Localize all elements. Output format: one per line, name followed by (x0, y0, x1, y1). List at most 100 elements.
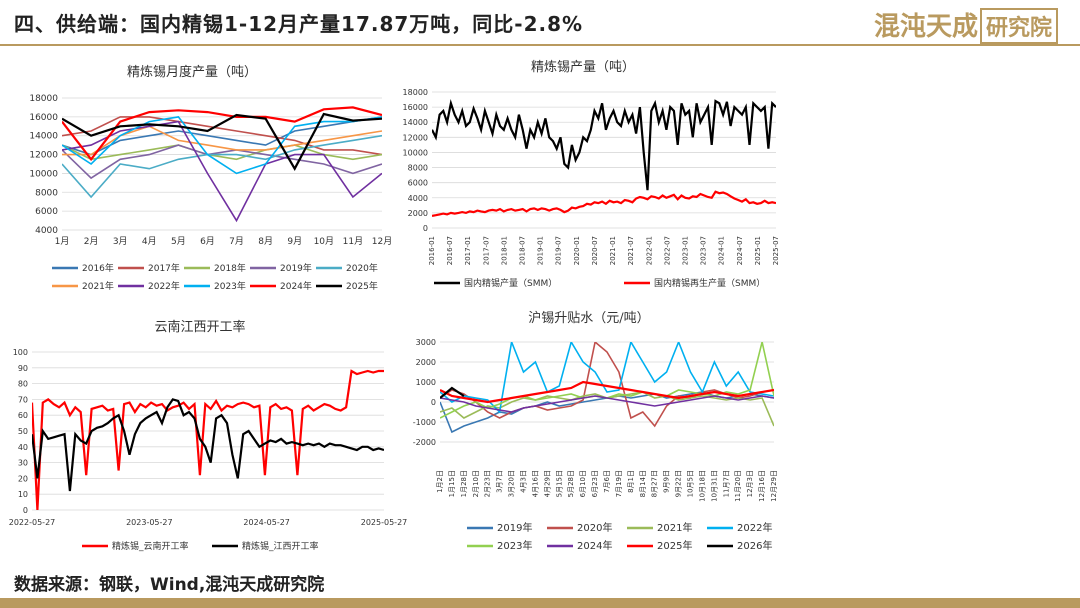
legend-label: 2023年 (497, 539, 532, 552)
logo-main: 混沌天成 (873, 12, 978, 42)
logo-box: 研究院 (979, 8, 1058, 44)
series-line-1-0 (432, 99, 776, 191)
series-line-0-9 (62, 112, 382, 171)
x-tick-label: 11月7日 (722, 470, 730, 497)
y-tick-label: 70 (18, 395, 28, 404)
y-tick-label: 3000 (416, 338, 436, 347)
x-tick-label: 8月1日 (627, 470, 635, 493)
x-tick-label: 1月2日 (436, 470, 444, 493)
legend-label: 2024年 (280, 280, 312, 292)
x-tick-label: 11月 (343, 236, 363, 247)
x-tick-label: 2024-07 (736, 236, 744, 265)
series-line-3-5 (440, 395, 774, 413)
y-tick-label: 10000 (403, 148, 428, 157)
x-tick-label: 9月22日 (675, 470, 683, 497)
x-tick-label: 3月 (113, 236, 128, 247)
y-tick-label: 8000 (408, 164, 428, 173)
y-tick-label: 4000 (408, 194, 428, 203)
x-tick-label: 2019-07 (555, 236, 563, 265)
chart-title-1: 精炼锡产量（吨） (531, 60, 635, 75)
legend-label: 2025年 (346, 280, 378, 292)
series-line-2-0 (32, 369, 384, 510)
x-tick-label: 2025-07 (772, 236, 780, 265)
y-tick-label: 90 (18, 364, 28, 373)
x-tick-label: 10月5日 (687, 470, 695, 497)
chart-title-3: 沪锡升贴水（元/吨） (528, 310, 649, 326)
x-tick-label: 2023-05-27 (126, 518, 173, 527)
legend-label: 2024年 (577, 539, 612, 552)
x-tick-label: 9月9日 (663, 470, 671, 493)
x-tick-label: 11月20日 (734, 470, 742, 502)
x-tick-label: 10月18日 (698, 470, 706, 502)
x-tick-label: 2018-01 (500, 236, 508, 265)
footer-rule (0, 598, 1080, 608)
y-tick-label: 0 (431, 398, 436, 407)
legend-label: 2018年 (214, 262, 246, 274)
x-tick-label: 5月15日 (555, 470, 563, 497)
x-tick-label: 4月 (142, 236, 157, 247)
y-tick-label: 1000 (416, 378, 436, 387)
series-line-0-7 (62, 116, 382, 175)
x-tick-label: 6月23日 (591, 470, 599, 497)
series-line-1-1 (432, 190, 776, 217)
y-tick-label: 0 (23, 506, 28, 515)
legend-label: 国内精锡产量（SMM） (464, 277, 557, 289)
x-tick-label: 10月31日 (710, 470, 718, 502)
legend-label: 精炼锡_云南开工率 (112, 540, 189, 552)
chart-title-2: 云南江西开工率 (154, 319, 245, 335)
x-tick-label: 1月 (55, 236, 70, 247)
x-tick-label: 2020-01 (573, 236, 581, 265)
x-tick-label: 8月 (258, 236, 273, 247)
header-rule (0, 44, 1080, 46)
y-tick-label: 6000 (35, 207, 58, 217)
x-tick-label: 8月14日 (639, 470, 647, 497)
series-line-0-2 (62, 144, 382, 161)
y-tick-label: 16000 (29, 113, 58, 123)
y-tick-label: 18000 (29, 94, 58, 104)
series-line-0-4 (62, 134, 382, 199)
series-line-0-1 (62, 116, 382, 156)
legend-label: 国内精锡再生产量（SMM） (654, 277, 765, 289)
y-tick-label: 30 (18, 459, 28, 468)
x-tick-label: 5月 (171, 236, 186, 247)
x-tick-label: 2021-07 (627, 236, 635, 265)
y-tick-label: -2000 (413, 438, 436, 447)
x-tick-label: 10月 (314, 236, 334, 247)
x-tick-label: 2024-05-27 (243, 518, 290, 527)
x-tick-label: 2月 (84, 236, 99, 247)
series-line-0-6 (62, 120, 382, 223)
legend-label: 2019年 (497, 521, 532, 534)
y-tick-label: 50 (18, 427, 28, 436)
y-tick-label: 10 (18, 490, 28, 499)
x-tick-label: 2月10日 (472, 470, 480, 497)
x-tick-label: 2023-07 (700, 236, 708, 265)
x-tick-label: 2016-01 (428, 236, 436, 265)
x-tick-label: 7月 (229, 236, 244, 247)
y-tick-label: 0 (423, 224, 428, 233)
legend-label: 2017年 (148, 262, 180, 274)
legend-label: 2026年 (737, 539, 772, 552)
brand-logo: 混沌天成 研究院 (874, 6, 1058, 44)
y-tick-label: 40 (18, 443, 28, 452)
x-tick-label: 2022-05-27 (9, 518, 56, 527)
y-tick-label: -1000 (413, 418, 436, 427)
legend-label: 2020年 (577, 521, 612, 534)
x-tick-label: 2017-07 (482, 236, 490, 265)
y-tick-label: 2000 (416, 358, 436, 367)
series-line-3-7 (440, 386, 465, 399)
x-tick-label: 2025-01 (754, 236, 762, 265)
y-tick-label: 2000 (408, 209, 428, 218)
x-tick-label: 5月28日 (567, 470, 575, 497)
y-tick-label: 4000 (35, 226, 58, 236)
legend-label: 2016年 (82, 262, 114, 274)
legend-label: 2022年 (737, 521, 772, 534)
chart-title-0: 精炼锡月度产量（吨） (127, 64, 257, 80)
series-line-3-3 (440, 342, 774, 414)
x-tick-label: 12月 (372, 236, 392, 247)
x-tick-label: 2023-01 (681, 236, 689, 265)
legend-label: 2022年 (148, 280, 180, 292)
x-tick-label: 1月28日 (460, 470, 468, 497)
series-line-0-5 (62, 125, 382, 156)
page-title: 四、供给端：国内精锡1-12月产量17.87万吨，同比-2.8% (14, 12, 584, 36)
